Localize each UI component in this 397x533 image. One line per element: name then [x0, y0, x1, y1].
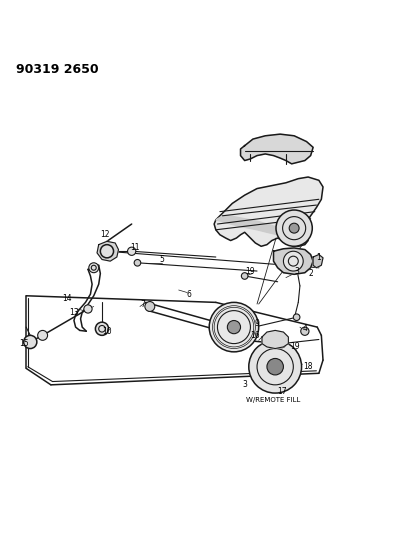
Circle shape: [227, 320, 241, 334]
Circle shape: [145, 302, 155, 311]
Text: 4: 4: [303, 324, 307, 333]
Circle shape: [209, 302, 259, 352]
Polygon shape: [97, 241, 118, 261]
Text: 5: 5: [160, 255, 165, 264]
Text: 11: 11: [130, 244, 140, 253]
Circle shape: [241, 273, 248, 279]
Text: 9: 9: [254, 319, 260, 328]
Text: 18: 18: [303, 362, 313, 371]
Polygon shape: [214, 177, 323, 246]
Text: 3: 3: [242, 381, 247, 389]
Text: 7: 7: [141, 300, 146, 309]
Text: 15: 15: [20, 339, 29, 348]
Polygon shape: [241, 134, 313, 164]
Text: 6: 6: [187, 289, 192, 298]
Circle shape: [100, 245, 114, 258]
Circle shape: [301, 327, 309, 335]
Text: 13: 13: [69, 308, 79, 317]
Circle shape: [267, 359, 283, 375]
Circle shape: [89, 263, 99, 273]
Text: 2: 2: [308, 269, 313, 278]
Circle shape: [249, 340, 302, 393]
Circle shape: [127, 247, 136, 255]
Polygon shape: [262, 330, 288, 349]
Circle shape: [134, 260, 141, 266]
Polygon shape: [274, 248, 313, 274]
Text: 17: 17: [277, 387, 287, 396]
Circle shape: [278, 340, 286, 348]
Circle shape: [283, 251, 303, 271]
Polygon shape: [313, 255, 323, 268]
Circle shape: [95, 322, 109, 335]
Text: W/REMOTE FILL: W/REMOTE FILL: [247, 397, 301, 403]
Circle shape: [38, 330, 48, 340]
Text: 14: 14: [63, 294, 72, 303]
Text: 16: 16: [251, 331, 260, 340]
Polygon shape: [216, 216, 310, 237]
Text: 10: 10: [102, 327, 112, 336]
Text: 19: 19: [290, 342, 300, 351]
Text: 90319 2650: 90319 2650: [16, 63, 99, 76]
Circle shape: [276, 210, 312, 246]
Text: 3: 3: [294, 266, 299, 276]
Circle shape: [24, 335, 37, 349]
Text: 19: 19: [246, 266, 255, 276]
Circle shape: [289, 223, 299, 233]
Text: 12: 12: [100, 230, 109, 239]
Text: 1: 1: [316, 253, 321, 262]
Circle shape: [84, 305, 92, 313]
Circle shape: [293, 314, 300, 320]
